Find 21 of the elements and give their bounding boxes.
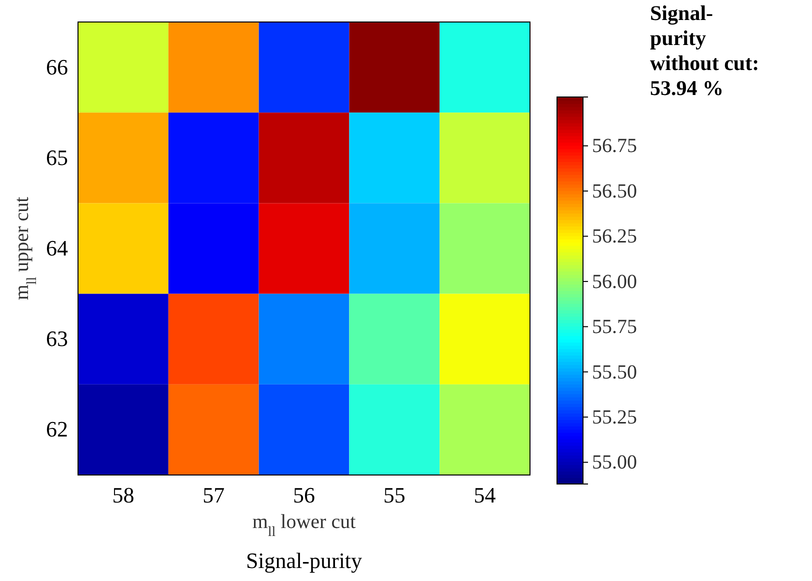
x-tick-label: 57 <box>202 482 225 508</box>
color-bar-label: 56.50 <box>592 180 637 202</box>
text: Signal-purity <box>246 548 362 573</box>
x-tick-label: 55 <box>383 482 406 508</box>
color-bar-label: 55.00 <box>592 452 637 474</box>
y-tick-label: 64 <box>46 236 68 261</box>
color-bar-label: 56.00 <box>592 270 637 293</box>
x-axis-title: m$_{ll}$ lower cut <box>252 511 356 540</box>
color-bar-label: 56.25 <box>592 226 637 248</box>
color-bar-label: 55.50 <box>592 361 637 384</box>
text: Signal- purity without cut: 53.94 % <box>650 1 760 100</box>
color-bar-label: 56.75 <box>592 135 637 158</box>
color-bar-label: 55.75 <box>592 316 637 338</box>
y-tick-label: 66 <box>46 54 68 80</box>
y-tick-label: 62 <box>46 416 68 442</box>
y-tick-label: 63 <box>46 326 68 352</box>
color-bar-label: 55.25 <box>592 406 637 428</box>
y-tick-label: 65 <box>46 144 68 170</box>
x-tick-label: 58 <box>112 482 134 508</box>
x-tick-label: 56 <box>293 482 315 508</box>
x-tick-label: 54 <box>474 482 496 508</box>
